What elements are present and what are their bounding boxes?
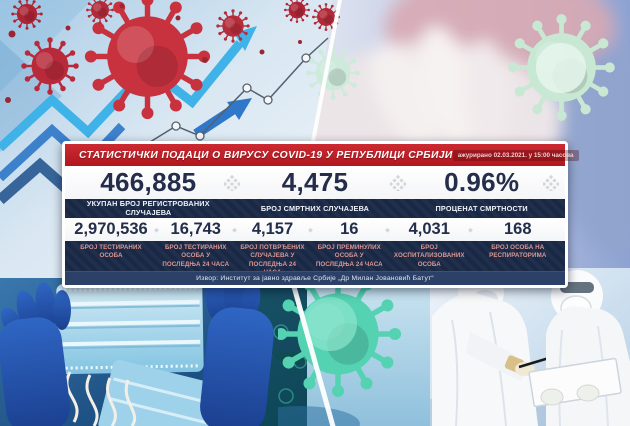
stat-label: БРОЈ ХОСПИТАЛИЗОВАНИХ ОСОБА xyxy=(393,244,465,268)
secondary-values-row: 2,970,536 16,743 4,157 16 4,031 168 xyxy=(65,217,565,241)
medical-workers-photo xyxy=(430,269,630,426)
stat-value: 4,475 xyxy=(281,167,349,197)
stat-confirmed-24h: 4,157 xyxy=(235,218,313,241)
stat-on-ventilators: 168 xyxy=(471,218,566,241)
green-virus-highlight xyxy=(536,43,586,93)
stat-label: БРОЈ ПРЕМИНУЛИХ ОСОБА У ПОСЛЕДЊА 24 ЧАСА xyxy=(315,244,383,268)
stat-value: 168 xyxy=(503,220,532,238)
stat-value: 16,743 xyxy=(170,220,221,238)
blue-glove-left xyxy=(0,282,71,426)
stat-value: 2,970,536 xyxy=(74,220,148,238)
latex-glove xyxy=(576,384,600,402)
diamond-separator-icon xyxy=(223,174,240,191)
primary-labels-row: УКУПАН БРОЈ РЕГИСТРОВАНИХ СЛУЧАЈЕВА БРОЈ… xyxy=(65,199,565,217)
panel-title: СТАТИСТИЧКИ ПОДАЦИ О ВИРУСУ COVID-19 У Р… xyxy=(79,149,453,161)
diamond-separator-small-icon xyxy=(307,227,313,233)
red-virus-dots xyxy=(5,3,302,103)
stat-mortality-rate: 0.96% xyxy=(398,166,565,199)
goggles xyxy=(560,282,594,293)
mask-ear-loops xyxy=(65,371,137,426)
diamond-separator-small-icon xyxy=(154,227,159,233)
stat-value: 4,031 xyxy=(408,220,450,238)
stat-label: БРОЈ ОСОБА НА РЕСПИРАТОРИМА xyxy=(489,244,547,260)
teal-virus-highlight xyxy=(303,297,357,351)
stat-total-deaths: 4,475 xyxy=(232,166,407,199)
stat-value: 0.96% xyxy=(444,167,520,197)
stat-label: УКУПАН БРОЈ РЕГИСТРОВАНИХ СЛУЧАЈЕВА xyxy=(86,199,210,217)
stat-value: 4,157 xyxy=(251,220,294,238)
stat-label: БРОЈ ТЕСТИРАНИХ ОСОБА xyxy=(80,244,142,260)
stat-label: БРОЈ ТЕСТИРАНИХ ОСОБА У ПОСЛЕДЊА 24 ЧАСА xyxy=(162,244,230,268)
stat-value: 466,885 xyxy=(100,167,197,197)
diamond-separator-icon xyxy=(390,174,407,191)
stat-value: 16 xyxy=(340,220,359,238)
surgical-mask xyxy=(56,281,204,375)
stat-tested-total: 2,970,536 xyxy=(65,218,159,241)
stat-deceased-24h: 16 xyxy=(311,218,390,241)
stat-total-cases: 466,885 xyxy=(65,166,240,199)
diamond-separator-icon xyxy=(543,174,560,191)
source-bar: Извор: Институт за јавно здравље Србије … xyxy=(65,271,565,285)
panel-header: СТАТИСТИЧКИ ПОДАЦИ О ВИРУСУ COVID-19 У Р… xyxy=(65,144,579,166)
stat-hospitalized: 4,031 xyxy=(388,218,473,241)
covid-stats-panel: СТАТИСТИЧКИ ПОДАЦИ О ВИРУСУ COVID-19 У Р… xyxy=(62,141,579,288)
stat-label: ПРОЦЕНАТ СМРТНОСТИ xyxy=(435,203,528,213)
pen xyxy=(518,356,550,369)
stat-label: БРОЈ СМРТНИХ СЛУЧАЈЕВА xyxy=(260,203,370,213)
diamond-separator-small-icon xyxy=(231,227,237,233)
blue-glove-right xyxy=(200,278,274,426)
latex-glove xyxy=(540,388,564,406)
diagonal-divider-bottom xyxy=(288,275,336,426)
updated-timestamp: ажурирано 02.03.2021. у 15:00 часова xyxy=(452,149,579,161)
line-chart-nodes xyxy=(149,37,329,143)
diagonal-divider-top xyxy=(309,0,342,153)
water-shadow xyxy=(278,406,360,426)
primary-values-row: 466,885 4,475 xyxy=(65,166,565,199)
stat-tested-24h: 16,743 xyxy=(157,218,237,241)
diamond-separator-small-icon xyxy=(385,227,390,233)
source-text: Извор: Институт за јавно здравље Србије … xyxy=(196,275,434,282)
secondary-labels-row: БРОЈ ТЕСТИРАНИХ ОСОБА БРОЈ ТЕСТИРАНИХ ОС… xyxy=(65,241,565,276)
diamond-separator-small-icon xyxy=(467,227,473,233)
